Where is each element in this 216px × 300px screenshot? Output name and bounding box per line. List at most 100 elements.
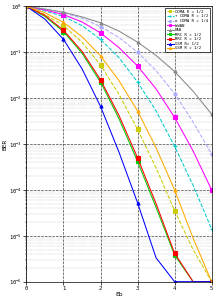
Line: GSM R = 1/2: GSM R = 1/2 [25,5,213,283]
X-axis label: Eb: Eb [115,292,123,297]
Line: DAB: DAB [25,5,213,116]
+ CDMA R = 1/2 [173,145,176,148]
GSM R= 1/2 [99,105,102,108]
o CDMA R = 1/4 [136,50,139,54]
DAB [118,29,120,33]
+ CDMA R = 1/2 [81,24,83,27]
o CDMA R = 1/4 [210,152,213,156]
DAB [99,21,102,25]
MRC R = 1/2 [136,160,139,163]
WWAN [81,20,83,24]
Line: CDMA R = 1/2: CDMA R = 1/2 [25,5,213,283]
MRC R = 1/2 [118,114,120,117]
MRC R = 1/2 [155,202,157,206]
MRC R = 1/2 [62,28,65,32]
GSM R= 1/2 [155,256,157,260]
+ CDMA R = 1/2 [118,56,120,59]
GSM R= 1/2 [192,280,194,284]
WWAN [210,188,213,192]
o CDMA R = 1/4 [118,36,120,39]
MRC R = 1/2 [210,280,213,284]
WWAN [192,149,194,153]
WWAN [99,31,102,35]
WWAN [118,46,120,50]
MRC R = 1/2 [192,280,194,284]
MRC R = 1/2 [44,14,46,17]
GSM R= 1/2 [44,17,46,21]
DAB [192,89,194,93]
+ CDMA R = 1/2 [62,15,65,18]
+ CDMA R = 1/2 [25,4,28,8]
WWAN [44,8,46,12]
+ CDMA R = 1/2 [192,184,194,187]
GSM R= 1/2 [25,4,28,8]
Legend: CDMA R = 1/2, + CDMA R = 1/2, o CDMA R = 1/4, WWAN, DAB, MRC R = 1/2, MRC R = 1/: CDMA R = 1/2, + CDMA R = 1/2, o CDMA R =… [165,8,210,52]
DAB [44,7,46,11]
GSM R = 1/2 [136,109,139,113]
MRC R = 1/2 [118,117,120,121]
GSM R = 1/2 [155,146,157,149]
DAB [25,4,28,8]
GSM R = 1/2 [99,54,102,58]
CDMA R = 1/2 [155,166,157,170]
DAB [155,54,157,57]
CDMA R = 1/2 [192,248,194,251]
MRC R = 1/2 [136,156,139,160]
Line: GSM R= 1/2: GSM R= 1/2 [25,5,213,283]
CDMA R = 1/2 [62,24,65,27]
o CDMA R = 1/4 [62,11,65,15]
MRC R = 1/2 [25,4,28,8]
DAB [173,70,176,73]
DAB [210,112,213,116]
MRC R = 1/2 [173,253,176,257]
MRC R = 1/2 [25,4,28,8]
o CDMA R = 1/4 [44,7,46,11]
o CDMA R = 1/4 [81,16,83,20]
+ CDMA R = 1/2 [136,80,139,84]
GSM R = 1/2 [210,280,213,284]
GSM R = 1/2 [173,188,176,192]
+ CDMA R = 1/2 [99,38,102,41]
WWAN [155,87,157,91]
WWAN [62,13,65,16]
DAB [81,15,83,19]
WWAN [25,4,28,8]
o CDMA R = 1/4 [155,69,157,72]
CDMA R = 1/2 [81,40,83,44]
GSM R = 1/2 [62,21,65,24]
GSM R= 1/2 [210,280,213,284]
MRC R = 1/2 [192,280,194,284]
GSM R= 1/2 [173,280,176,284]
MRC R = 1/2 [62,30,65,33]
CDMA R = 1/2 [99,63,102,67]
GSM R = 1/2 [192,236,194,240]
GSM R= 1/2 [136,201,139,205]
CDMA R = 1/2 [210,280,213,284]
MRC R = 1/2 [173,251,176,255]
GSM R = 1/2 [118,79,120,83]
CDMA R = 1/2 [173,209,176,212]
Y-axis label: BER: BER [3,138,8,150]
MRC R = 1/2 [44,15,46,18]
Line: WWAN: WWAN [25,5,213,191]
GSM R= 1/2 [81,67,83,70]
o CDMA R = 1/4 [192,120,194,124]
o CDMA R = 1/4 [173,92,176,95]
+ CDMA R = 1/2 [210,227,213,231]
Line: MRC R = 1/2: MRC R = 1/2 [25,5,213,283]
GSM R = 1/2 [81,35,83,38]
o CDMA R = 1/4 [99,25,102,28]
MRC R = 1/2 [81,51,83,55]
GSM R = 1/2 [44,11,46,15]
CDMA R = 1/2 [44,13,46,16]
GSM R= 1/2 [62,38,65,41]
o CDMA R = 1/4 [25,4,28,8]
MRC R = 1/2 [99,80,102,84]
Line: o CDMA R = 1/4: o CDMA R = 1/4 [25,5,213,156]
MRC R = 1/2 [155,206,157,209]
CDMA R = 1/2 [25,4,28,8]
WWAN [173,116,176,119]
CDMA R = 1/2 [136,128,139,131]
WWAN [136,64,139,68]
+ CDMA R = 1/2 [44,9,46,13]
